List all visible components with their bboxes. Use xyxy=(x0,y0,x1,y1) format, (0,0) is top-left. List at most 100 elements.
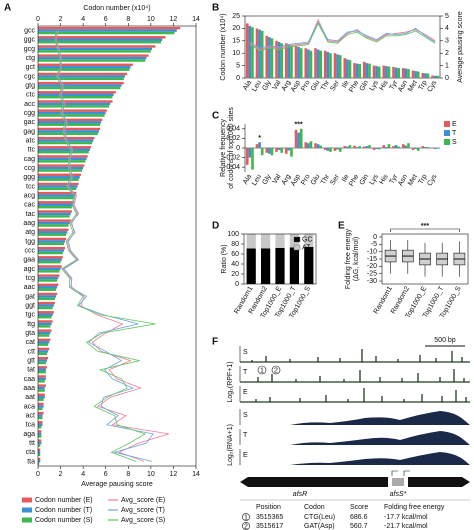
bar xyxy=(38,205,72,209)
bar xyxy=(38,435,42,438)
legend-label: T xyxy=(452,130,457,137)
bar xyxy=(365,63,369,78)
bar xyxy=(323,148,327,150)
bar xyxy=(38,350,49,353)
bar xyxy=(424,147,427,148)
bar xyxy=(297,132,300,148)
bar xyxy=(38,240,66,243)
y-tick-label: agc xyxy=(24,266,36,273)
table-cell: 1 xyxy=(244,514,248,521)
table-header: Codon xyxy=(304,504,325,511)
bar xyxy=(258,29,261,78)
bar xyxy=(38,416,43,420)
scale-label: 500 bp xyxy=(434,337,456,344)
x-tick-label: Leu xyxy=(251,173,263,187)
x-tick-label: 6 xyxy=(104,16,108,23)
bar xyxy=(38,56,147,60)
y-tick-label: tac xyxy=(26,211,36,218)
bar xyxy=(38,178,79,181)
bar xyxy=(38,441,42,445)
bar xyxy=(38,196,75,200)
x-tick-label: Glu xyxy=(310,79,322,92)
bar xyxy=(348,60,352,78)
x-tick-label: Phe xyxy=(348,173,360,187)
bar xyxy=(38,123,101,126)
bar xyxy=(38,377,46,381)
score-line xyxy=(54,30,154,462)
bar xyxy=(394,67,398,78)
panel-letter: E xyxy=(338,221,345,232)
x2-tick-label: 6 xyxy=(104,471,108,478)
x-tick-label: Val xyxy=(272,79,283,91)
rna-tracks xyxy=(239,409,470,465)
bar xyxy=(38,462,40,466)
y-tick-label: aga xyxy=(23,431,35,438)
bar xyxy=(436,75,440,78)
bar xyxy=(414,71,417,78)
y-tick-label: cac xyxy=(24,202,35,209)
bar xyxy=(319,145,323,148)
y-tick-label: -0.04 xyxy=(224,164,240,171)
gene-label: afsS* xyxy=(390,491,407,498)
bar xyxy=(38,141,93,145)
bar xyxy=(38,77,124,81)
legend-swatch xyxy=(293,236,301,243)
bar xyxy=(38,68,130,71)
bar xyxy=(368,145,371,148)
bar xyxy=(416,71,420,78)
y-tick-label: gag xyxy=(23,128,35,135)
x2-tick-label: 12 xyxy=(170,471,178,478)
bar xyxy=(299,128,303,148)
y-tick-label: tgg xyxy=(25,238,35,245)
x-tick-label: Thr xyxy=(320,79,332,92)
score-line xyxy=(55,30,170,462)
bar xyxy=(38,311,54,314)
x-tick-label: Cys xyxy=(426,173,438,187)
bar xyxy=(38,212,71,216)
bar xyxy=(265,35,269,78)
x-tick-label: 4 xyxy=(81,16,85,23)
bar xyxy=(38,72,128,76)
bar xyxy=(407,69,410,78)
bar xyxy=(377,66,381,78)
bar xyxy=(38,191,77,195)
bar-segment xyxy=(275,234,285,248)
bar xyxy=(38,448,41,452)
bar xyxy=(38,352,48,356)
x2-tick-label: 10 xyxy=(147,471,155,478)
bar xyxy=(375,66,378,78)
bar xyxy=(38,95,113,99)
bar xyxy=(38,260,61,264)
legend-label: GC xyxy=(302,236,313,243)
axis-title: Relative frequency xyxy=(220,119,227,177)
bar xyxy=(38,283,59,287)
table-header: Score xyxy=(350,504,368,511)
bar xyxy=(38,322,52,326)
bar xyxy=(38,210,72,213)
x-tick-label: Pro xyxy=(300,173,312,186)
bar xyxy=(38,359,48,362)
x2-tick-label: 2 xyxy=(59,471,63,478)
bar xyxy=(38,130,99,133)
bar xyxy=(38,150,89,154)
y-tick-label: 0 xyxy=(373,234,377,241)
legend-label: E xyxy=(452,121,457,128)
legend-swatch xyxy=(22,517,32,523)
rpf-signal xyxy=(240,349,470,363)
bar xyxy=(326,51,330,78)
bar xyxy=(416,148,420,151)
bar xyxy=(38,270,60,273)
bar xyxy=(38,451,41,454)
y-tick-label: 60 xyxy=(231,251,239,258)
y-tick-label: 0 xyxy=(445,75,449,82)
bar xyxy=(411,148,415,150)
table-header: Position xyxy=(256,504,281,511)
y-tick-label: gat xyxy=(25,293,35,300)
bar xyxy=(38,136,95,140)
track-axis-title: Log₂(RNA+1) xyxy=(227,424,234,466)
plot-frame xyxy=(244,15,441,79)
legend-swatch xyxy=(444,139,450,145)
bar xyxy=(401,144,405,148)
bar xyxy=(38,91,116,94)
bar xyxy=(255,28,259,78)
